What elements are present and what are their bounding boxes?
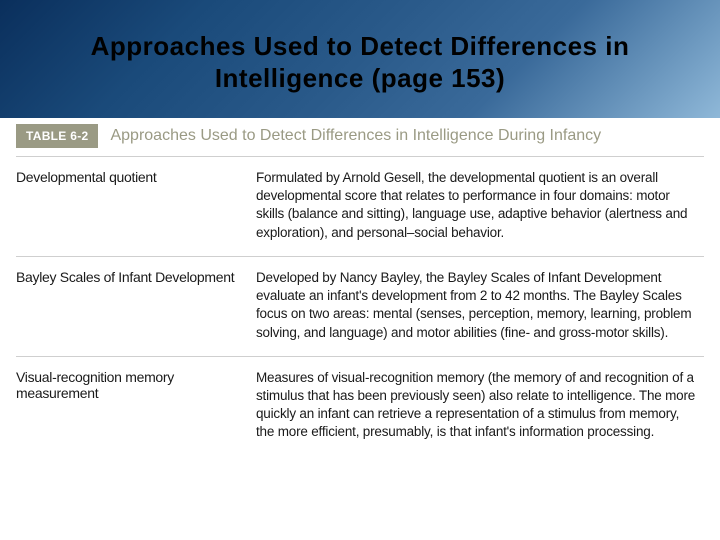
table-number-badge: TABLE 6-2 [16, 124, 98, 148]
approach-description: Formulated by Arnold Gesell, the develop… [256, 157, 704, 257]
approach-description: Developed by Nancy Bayley, the Bayley Sc… [256, 256, 704, 356]
table-row: Bayley Scales of Infant Development Deve… [16, 256, 704, 356]
table-caption: Approaches Used to Detect Differences in… [110, 127, 601, 145]
table-container: TABLE 6-2 Approaches Used to Detect Diff… [0, 118, 720, 456]
table-row: Visual-recognition memory measurement Me… [16, 356, 704, 455]
approach-name: Visual-recognition memory measurement [16, 356, 256, 455]
approaches-table: Developmental quotient Formulated by Arn… [16, 156, 704, 456]
table-row: Developmental quotient Formulated by Arn… [16, 157, 704, 257]
approach-name: Bayley Scales of Infant Development [16, 256, 256, 356]
table-header-row: TABLE 6-2 Approaches Used to Detect Diff… [16, 118, 704, 156]
approach-name: Developmental quotient [16, 157, 256, 257]
slide-title: Approaches Used to Detect Differences in… [40, 30, 680, 95]
slide-header: Approaches Used to Detect Differences in… [0, 0, 720, 118]
approach-description: Measures of visual-recognition memory (t… [256, 356, 704, 455]
